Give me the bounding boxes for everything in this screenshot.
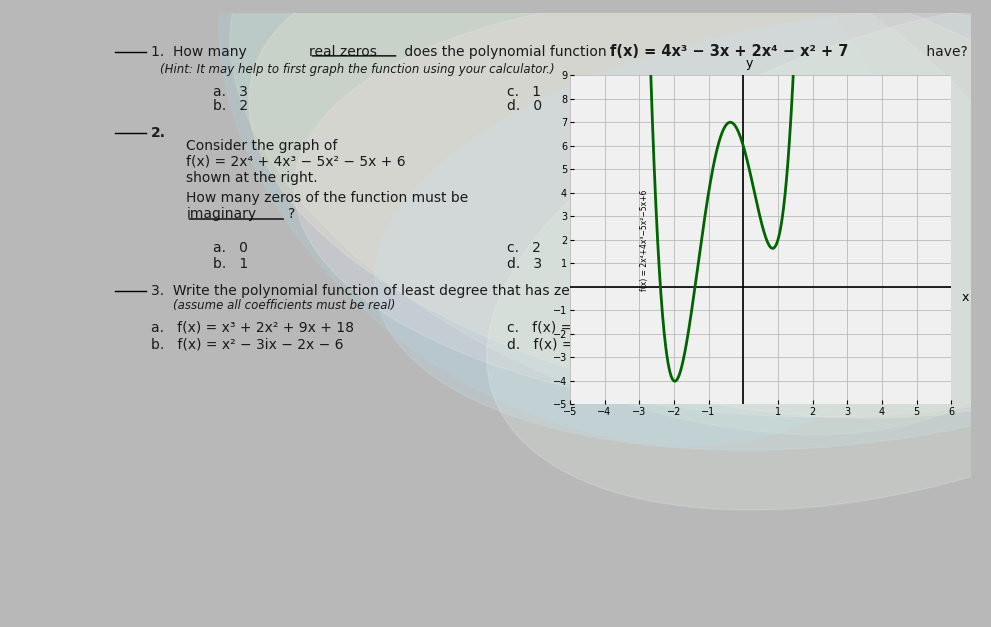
Text: b.   1: b. 1 bbox=[213, 256, 249, 270]
Ellipse shape bbox=[487, 0, 991, 510]
Text: shown at the right.: shown at the right. bbox=[186, 171, 318, 185]
Text: c.   1: c. 1 bbox=[507, 85, 541, 99]
Text: f(x) = 4x³ − 3x + 2x⁴ − x² + 7: f(x) = 4x³ − 3x + 2x⁴ − x² + 7 bbox=[609, 44, 848, 59]
Ellipse shape bbox=[219, 0, 921, 446]
Text: does the polynomial function: does the polynomial function bbox=[400, 45, 611, 59]
Text: c.   f(x) = x³ − 2x² + 9x − 18: c. f(x) = x³ − 2x² + 9x − 18 bbox=[507, 321, 710, 335]
Text: a.   0: a. 0 bbox=[213, 241, 248, 255]
Ellipse shape bbox=[294, 0, 991, 417]
Text: d.   f(x) = x² − 6x − 6: d. f(x) = x² − 6x − 6 bbox=[507, 337, 659, 351]
Text: a.   f(x) = x³ + 2x² + 9x + 18: a. f(x) = x³ + 2x² + 9x + 18 bbox=[151, 321, 354, 335]
Text: d.   3: d. 3 bbox=[507, 256, 542, 270]
Text: 3.  Write the polynomial function of least degree that has zeros of x = 2 and x : 3. Write the polynomial function of leas… bbox=[151, 283, 730, 298]
Text: b.   2: b. 2 bbox=[213, 99, 248, 113]
Text: 2.: 2. bbox=[151, 126, 165, 140]
Text: c.   2: c. 2 bbox=[507, 241, 541, 255]
Text: 1.  How many: 1. How many bbox=[151, 45, 251, 59]
Text: d.   0: d. 0 bbox=[507, 99, 542, 113]
Text: imaginary: imaginary bbox=[186, 207, 257, 221]
Text: b.   f(x) = x² − 3ix − 2x − 6: b. f(x) = x² − 3ix − 2x − 6 bbox=[151, 337, 343, 351]
Text: (Hint: It may help to first graph the function using your calculator.): (Hint: It may help to first graph the fu… bbox=[160, 63, 554, 76]
Text: a.   3: a. 3 bbox=[213, 85, 248, 99]
Text: f(x) = 2x⁴ + 4x³ − 5x² − 5x + 6: f(x) = 2x⁴ + 4x³ − 5x² − 5x + 6 bbox=[186, 155, 406, 169]
Ellipse shape bbox=[249, 0, 991, 418]
Text: Consider the graph of: Consider the graph of bbox=[186, 139, 338, 153]
Text: have?: have? bbox=[922, 45, 968, 59]
Ellipse shape bbox=[375, 8, 991, 450]
Text: How many zeros of the function must be: How many zeros of the function must be bbox=[186, 191, 469, 205]
Text: f(x) = 2x⁴+4x³−5x²−5x+6: f(x) = 2x⁴+4x³−5x²−5x+6 bbox=[640, 189, 649, 290]
Text: ?: ? bbox=[288, 207, 295, 221]
Text: real zeros: real zeros bbox=[309, 45, 378, 59]
Ellipse shape bbox=[230, 0, 991, 435]
Text: x: x bbox=[961, 291, 969, 304]
Text: y: y bbox=[746, 57, 753, 70]
Text: (assume all coefficients must be real): (assume all coefficients must be real) bbox=[172, 299, 395, 312]
